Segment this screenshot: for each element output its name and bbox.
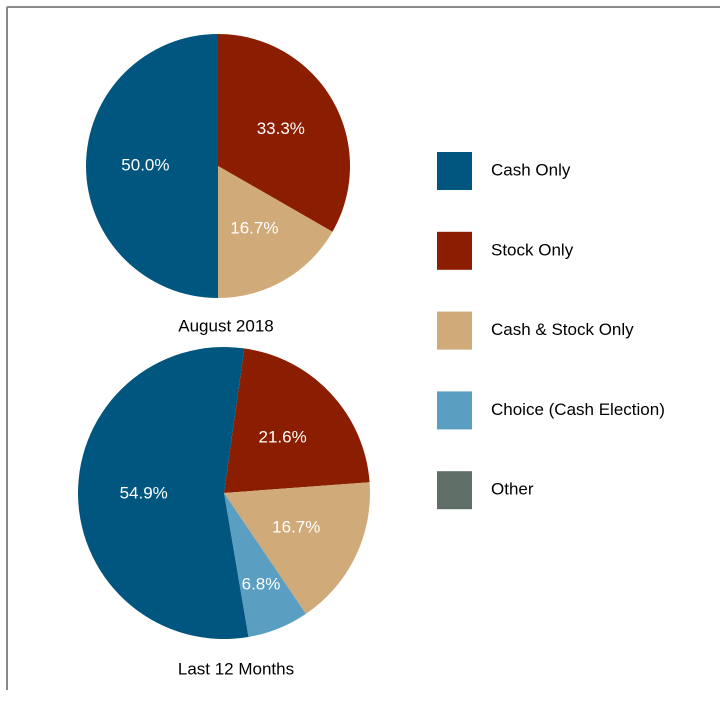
pie-slice xyxy=(224,482,370,614)
slice-label: 33.3% xyxy=(257,119,305,138)
legend-swatch xyxy=(437,231,472,270)
pie-title: Last 12 Months xyxy=(178,659,294,678)
slice-label: 6.8% xyxy=(242,575,281,594)
pie-slice xyxy=(218,34,350,232)
pie-slice xyxy=(224,493,306,637)
legend-label: Other xyxy=(491,480,534,499)
legend-swatch xyxy=(437,391,472,430)
slice-label: 54.9% xyxy=(120,484,168,503)
pie-title: August 2018 xyxy=(178,316,273,335)
slice-label: 50.0% xyxy=(121,155,169,174)
legend-label: Choice (Cash Election) xyxy=(491,400,665,419)
legend-label: Stock Only xyxy=(491,240,574,259)
legend-swatch xyxy=(437,152,472,190)
pie-slice xyxy=(218,166,333,298)
slice-label: 16.7% xyxy=(230,218,278,237)
legend-label: Cash & Stock Only xyxy=(491,320,634,339)
slice-label: 16.7% xyxy=(272,517,320,536)
legend-swatch xyxy=(437,471,472,510)
legend-label: Cash Only xyxy=(491,160,571,179)
pie-slice xyxy=(86,34,218,298)
slice-label: 21.6% xyxy=(259,428,307,447)
legend-swatch xyxy=(437,311,472,350)
pie-slice xyxy=(224,348,370,493)
pie-slice xyxy=(77,346,249,640)
